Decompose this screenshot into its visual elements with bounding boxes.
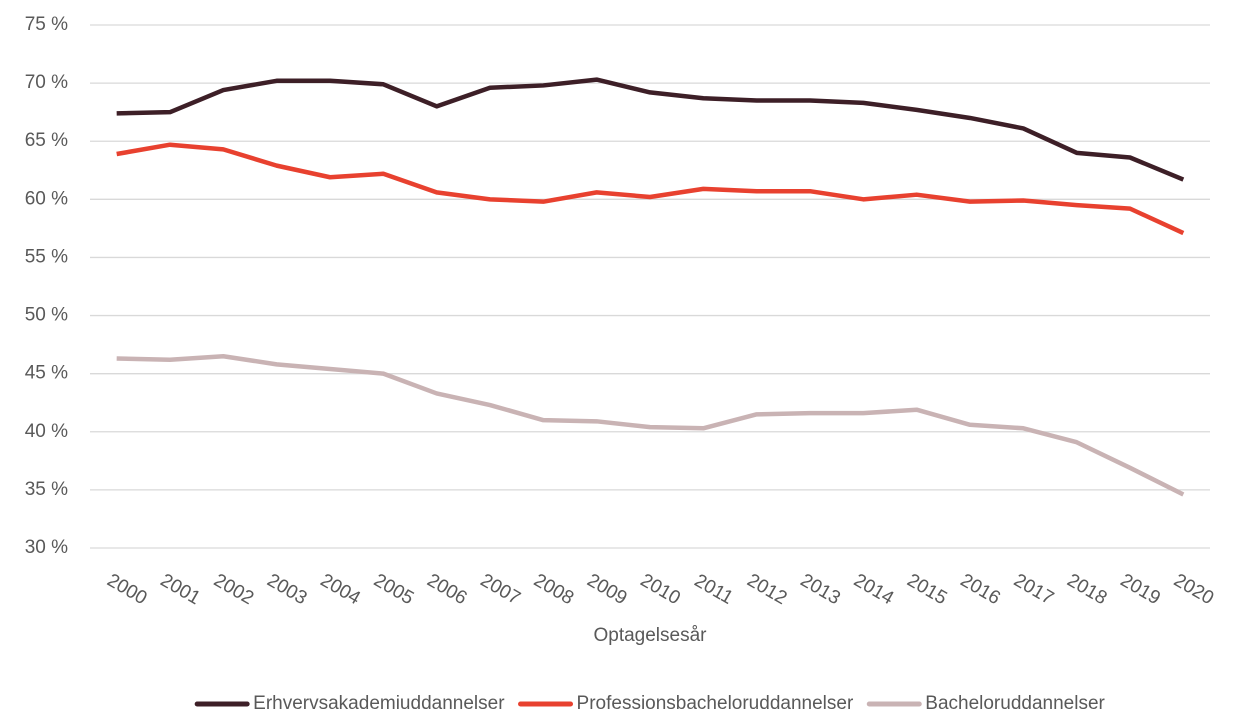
x-tick-label: 2012 [743,570,790,609]
x-tick-label: 2015 [903,570,950,609]
x-tick-label: 2007 [477,570,524,609]
x-tick-label: 2020 [1170,570,1217,609]
legend-label: Professionsbacheloruddannelser [577,693,854,714]
legend-label: Bacheloruddannelser [925,693,1105,714]
y-tick-label: 45 % [25,363,68,384]
x-tick-label: 2016 [957,570,1004,609]
y-tick-label: 55 % [25,246,68,267]
x-tick-label: 2013 [797,570,844,609]
y-tick-label: 50 % [25,305,68,326]
series-line [116,353,1185,497]
x-axis-title: Optagelsesår [593,625,707,646]
x-tick-label: 2011 [691,570,737,609]
x-tick-label: 2003 [263,570,310,609]
y-tick-label: 60 % [25,188,68,209]
y-tick-label: 65 % [25,130,68,151]
x-tick-label: 2000 [103,570,150,609]
x-tick-label: 2009 [583,570,630,609]
x-tick-label: 2008 [530,570,577,609]
x-tick-label: 2010 [637,570,684,609]
x-tick-label: 2002 [210,570,257,609]
series-line [116,77,1185,182]
series-line [116,142,1185,236]
y-tick-label: 30 % [25,537,68,558]
x-tick-label: 2001 [157,570,204,609]
y-tick-label: 75 % [25,14,68,35]
y-tick-label: 40 % [25,421,68,442]
x-tick-label: 2005 [370,570,417,609]
legend-label: Erhvervsakademiuddannelser [253,693,505,714]
x-tick-label: 2018 [1063,570,1110,609]
y-tick-label: 35 % [25,479,68,500]
x-tick-label: 2014 [850,570,897,610]
x-tick-label: 2006 [423,570,470,609]
x-tick-label: 2004 [317,570,364,610]
x-tick-label: 2017 [1010,570,1057,609]
x-tick-label: 2019 [1117,570,1164,609]
y-tick-label: 70 % [25,72,68,93]
